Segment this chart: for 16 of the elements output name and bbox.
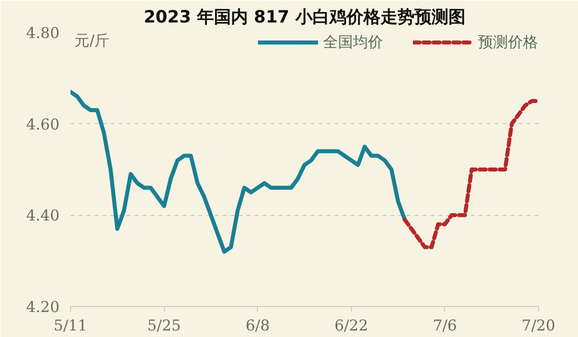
legend-label: 全国均价	[323, 32, 383, 52]
y-tick-label: 4.40	[26, 206, 60, 225]
x-tick-label: 7/20	[522, 316, 556, 334]
y-tick-label: 4.80	[26, 24, 60, 42]
x-tick-label: 6/8	[246, 316, 270, 334]
line-series	[402, 99, 538, 250]
x-tick-label: 5/25	[147, 316, 181, 334]
x-tick-label: 6/22	[334, 316, 368, 334]
x-tick-label: 7/6	[432, 316, 457, 334]
y-axis-title: 元/斤	[74, 32, 110, 50]
line-series	[70, 90, 407, 254]
chart-title: 2023 年国内 817 小白鸡价格走势预测图	[144, 8, 466, 28]
legend-label: 预测价格	[478, 32, 538, 52]
y-tick-label: 4.60	[26, 115, 60, 134]
y-tick-label: 4.20	[26, 298, 60, 316]
x-tick-label: 5/11	[54, 316, 88, 334]
